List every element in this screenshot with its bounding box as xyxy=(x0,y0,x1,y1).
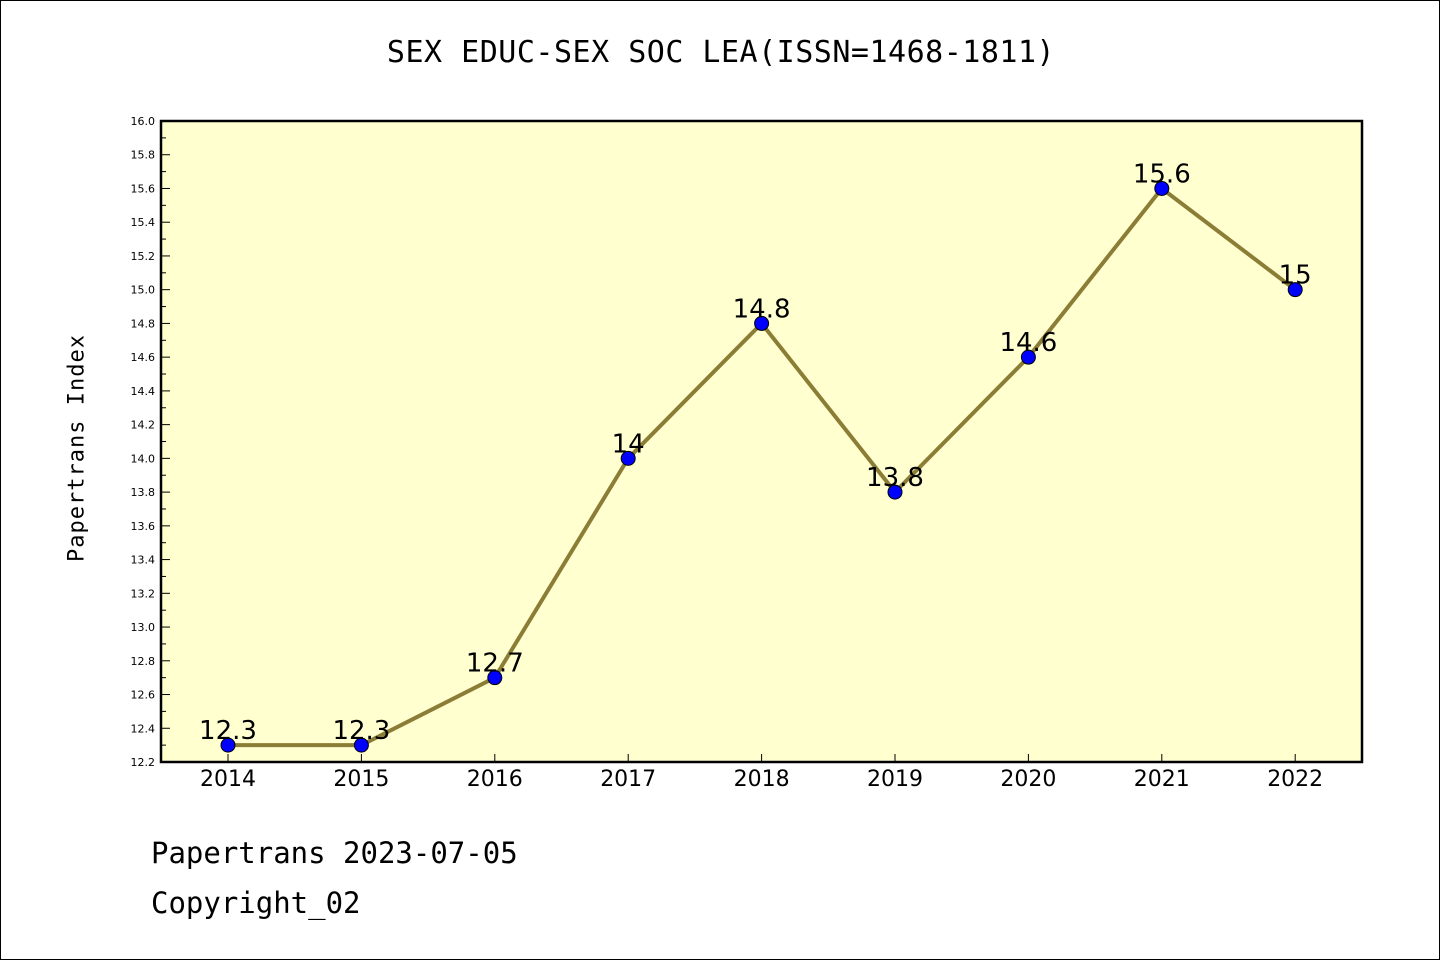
x-tick-label: 2015 xyxy=(333,767,389,792)
y-tick-label: 12.8 xyxy=(131,655,156,668)
y-tick-label: 13.0 xyxy=(131,621,156,634)
y-tick-label: 14.4 xyxy=(131,385,156,398)
y-tick-label: 15.6 xyxy=(131,182,156,195)
data-label: 12.7 xyxy=(466,649,524,679)
plot-area xyxy=(161,121,1362,762)
data-point-marker xyxy=(220,737,236,753)
x-tick-label: 2022 xyxy=(1267,767,1323,792)
y-tick-label: 13.6 xyxy=(131,520,156,533)
y-tick-label: 14.8 xyxy=(131,317,156,330)
chart-title: SEX EDUC-SEX SOC LEA(ISSN=1468-1811) xyxy=(386,35,1056,70)
marker-group xyxy=(220,180,1303,753)
footer-date: Papertrans 2023-07-05 xyxy=(151,836,518,870)
y-tick-label: 15.4 xyxy=(131,216,156,229)
y-tick-label: 16.0 xyxy=(131,115,156,128)
data-point-marker xyxy=(1020,349,1036,365)
data-label: 14.6 xyxy=(999,328,1057,358)
data-label: 12.3 xyxy=(199,716,257,746)
x-tick-label: 2019 xyxy=(867,767,923,792)
y-tick-label: 14.2 xyxy=(131,419,156,432)
x-tick-label: 2016 xyxy=(467,767,523,792)
data-point-marker xyxy=(754,315,770,331)
data-label: 13.8 xyxy=(866,463,924,493)
data-point-marker xyxy=(1154,180,1170,196)
plot-border xyxy=(159,119,1364,764)
y-tick-label: 15.2 xyxy=(131,250,156,263)
data-label: 14 xyxy=(612,429,645,459)
data-point-marker xyxy=(620,450,636,466)
footer-copyright: Copyright_02 xyxy=(151,886,361,920)
x-tick-label: 2020 xyxy=(1000,767,1056,792)
data-label: 14.8 xyxy=(733,294,791,324)
y-tick-label: 15.8 xyxy=(131,149,156,162)
y-tick-label: 14.6 xyxy=(131,351,156,364)
data-point-marker xyxy=(487,670,503,686)
data-point-marker xyxy=(1287,282,1303,298)
x-tick-label: 2014 xyxy=(200,767,256,792)
data-point-marker xyxy=(887,484,903,500)
y-tick-label: 12.2 xyxy=(131,756,156,769)
x-tick-label: 2021 xyxy=(1134,767,1190,792)
data-label: 12.3 xyxy=(332,716,390,746)
y-tick-label: 13.8 xyxy=(131,486,156,499)
y-tick-label: 13.2 xyxy=(131,587,156,600)
data-label: 15.6 xyxy=(1133,159,1191,189)
y-tick-label: 15.0 xyxy=(131,284,156,297)
x-tick-label: 2017 xyxy=(600,767,656,792)
x-axis: 2014 2015 2016 2017 2018 2019 2020 2021 2022 xyxy=(200,754,1323,792)
y-tick-label: 12.4 xyxy=(131,722,156,735)
x-tick-label: 2018 xyxy=(734,767,790,792)
y-tick-label: 13.4 xyxy=(131,554,156,567)
y-tick-label: 12.6 xyxy=(131,689,156,702)
y-axis: 12.2 12.4 12.6 12.8 13.0 13.2 13.4 13.6 13.8 14.0… xyxy=(131,115,170,769)
data-label-group: 12.3 12.3 12.7 14 14.8 13.8 14.6 15.6 15 xyxy=(199,159,1312,746)
y-tick-label: 14.0 xyxy=(131,452,156,465)
data-label: 15 xyxy=(1279,261,1312,291)
data-point-marker xyxy=(353,737,369,753)
